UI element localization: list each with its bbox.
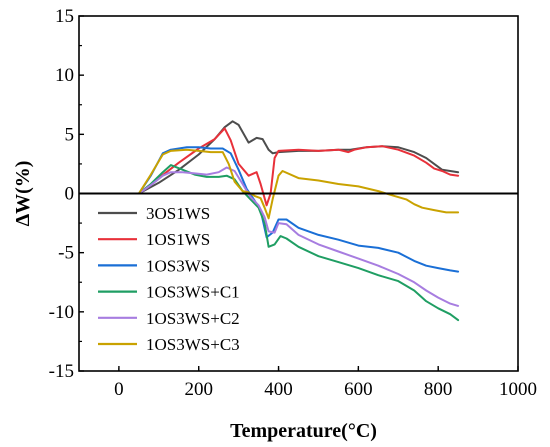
- x-tick-label: 400: [264, 379, 293, 400]
- series-line-5: [137, 166, 460, 307]
- series-line-6: [137, 148, 460, 220]
- series-lines: [137, 120, 460, 322]
- legend-label-6: 1OS3WS+C3: [146, 335, 240, 354]
- y-axis-title: ΔW(%): [12, 161, 34, 227]
- x-tick-label: 800: [424, 379, 453, 400]
- series-line-2: [137, 127, 460, 207]
- legend-label-2: 1OS1WS: [146, 230, 210, 249]
- legend-label-1: 3OS1WS: [146, 204, 210, 223]
- x-tick-label: 600: [344, 379, 373, 400]
- y-tick-label: 0: [65, 184, 75, 205]
- x-axis-title: Temperature(°C): [230, 420, 377, 442]
- x-tick-label: 200: [184, 379, 213, 400]
- y-tick-label: 10: [55, 65, 74, 86]
- y-axis: 15 10 5 0 -5 -10 -15: [49, 6, 84, 382]
- y-tick-label: 5: [65, 124, 75, 145]
- y-tick-label: -5: [58, 243, 74, 264]
- y-tick-label: -15: [49, 361, 74, 382]
- legend-label-4: 1OS3WS+C1: [146, 283, 240, 302]
- legend-label-5: 1OS3WS+C2: [146, 309, 240, 328]
- x-axis: 0 200 400 600 800 1000: [114, 366, 537, 400]
- legend: 3OS1WS 1OS1WS 1OS3WS 1OS3WS+C1 1OS3WS+C2 1OS3…: [98, 204, 240, 354]
- legend-label-3: 1OS3WS: [146, 256, 210, 275]
- series-line-3: [137, 146, 460, 273]
- x-tick-label: 0: [114, 379, 124, 400]
- y-tick-label: -10: [49, 302, 74, 323]
- x-tick-label: 1000: [499, 379, 537, 400]
- y-tick-label: 15: [55, 6, 74, 27]
